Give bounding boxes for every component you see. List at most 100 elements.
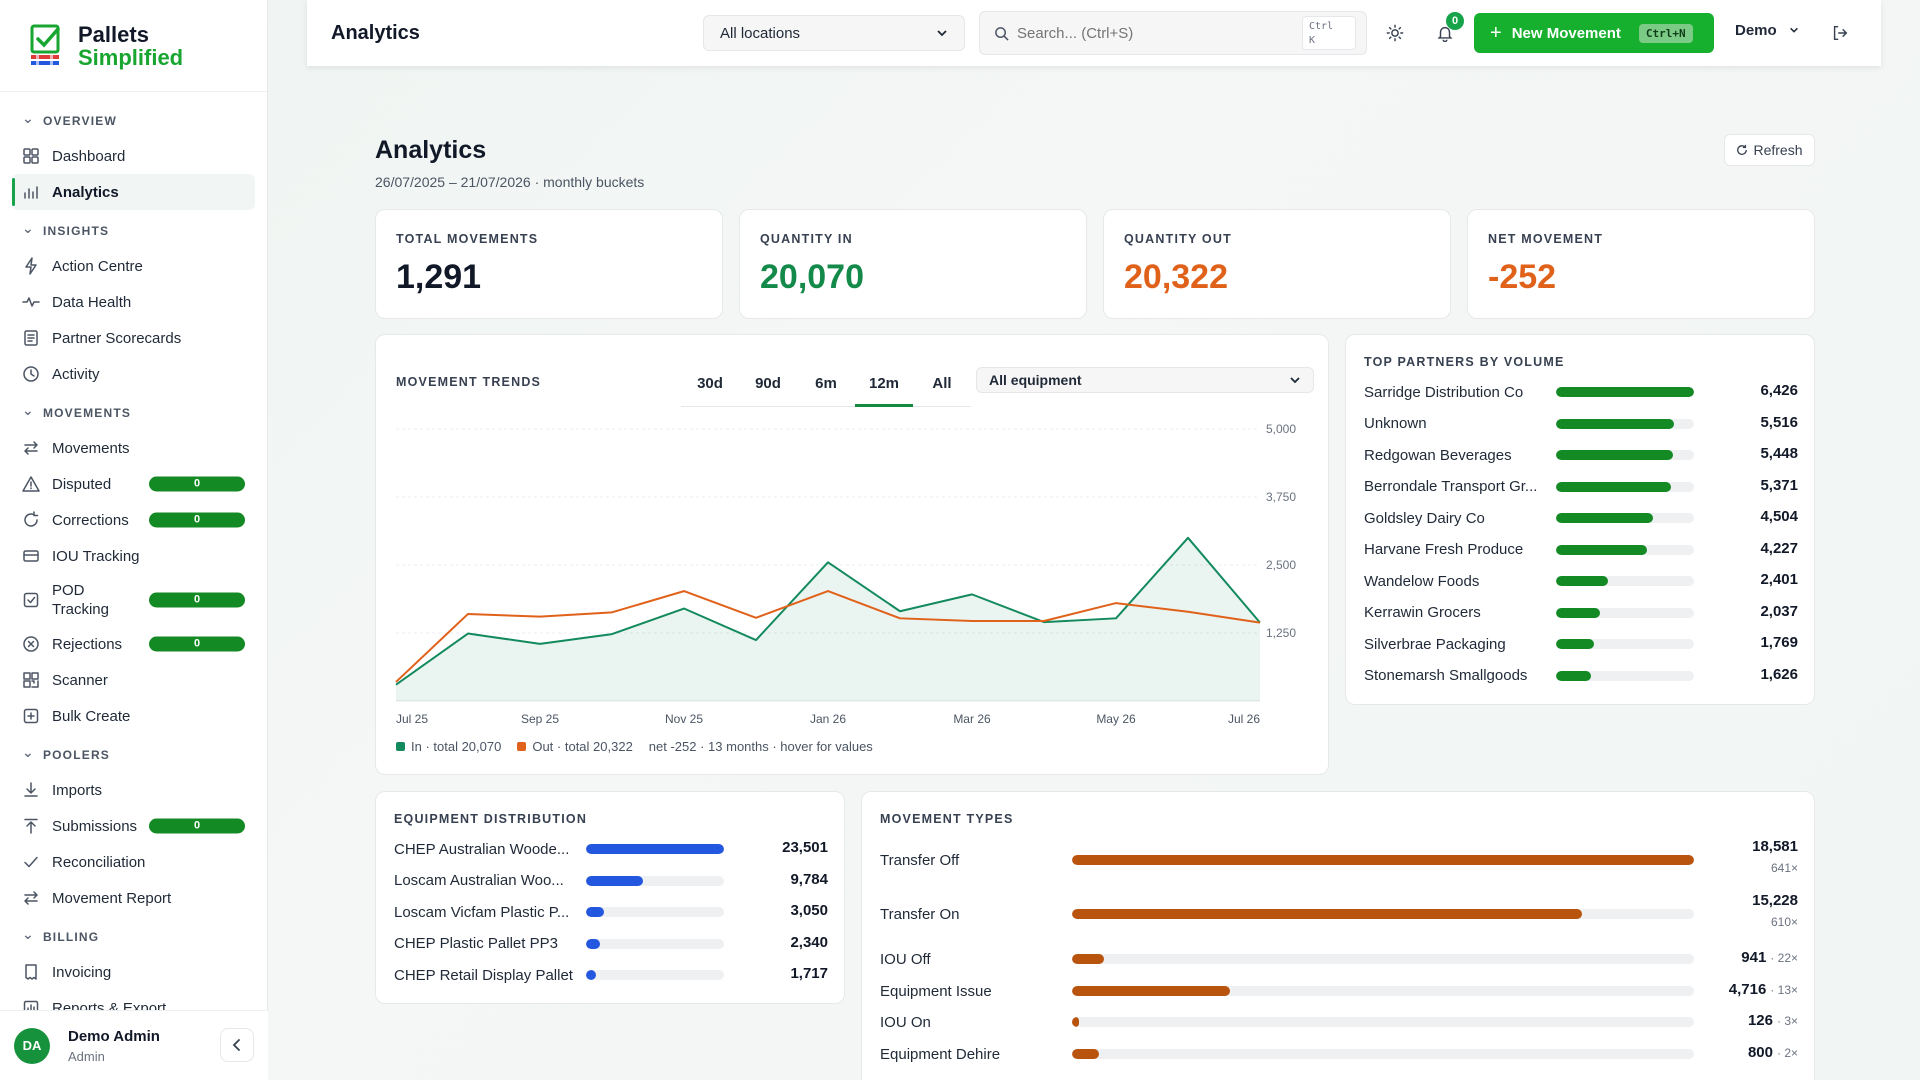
sidebar-item-imports[interactable]: Imports [12,772,255,808]
sidebar-item-reconciliation[interactable]: Reconciliation [12,844,255,880]
partner-row-value-text: 1,769 [1760,634,1798,651]
series-out-point[interactable] [825,588,831,594]
sidebar-item-corrections[interactable]: Corrections 0 [12,502,255,538]
partner-row[interactable]: Unknown 5,516 [1346,414,1816,434]
nav-section-poolers[interactable]: ⌄ POOLERS [0,738,267,772]
equipment-row[interactable]: CHEP Australian Woode... 23,501 [376,839,846,859]
movement-type-row[interactable]: IOU Off 941 · 22× [862,949,1816,969]
series-in-point[interactable] [609,631,615,637]
series-out-point[interactable] [609,609,615,615]
series-out-point[interactable] [465,611,471,617]
series-in-point[interactable] [897,608,903,614]
partner-row-value: 5,448 [1760,445,1798,462]
topbar-title: Analytics [331,21,420,44]
refresh-button[interactable]: Refresh [1724,134,1815,166]
new-movement-button[interactable]: + New Movement Ctrl+N [1474,13,1714,53]
equipment-row[interactable]: CHEP Retail Display Pallet 1,717 [376,965,846,985]
tab-12m[interactable]: 12m [855,365,913,407]
sidebar-item-disputed[interactable]: Disputed 0 [12,466,255,502]
user-profile[interactable]: DA Demo Admin Admin [0,1010,268,1080]
partner-row[interactable]: Kerrawin Grocers 2,037 [1346,603,1816,623]
partner-row[interactable]: Sarridge Distribution Co 6,426 [1346,382,1816,402]
movement-trends-chart[interactable]: 1,250 2,500 3,750 5,000 Jul 25 Sep 25 Nov 25 Ja… [376,335,1330,735]
partner-row[interactable]: Redgowan Beverages 5,448 [1346,445,1816,465]
sidebar-item-movement-report[interactable]: Movement Report [12,880,255,916]
notifications-button[interactable]: 0 [1432,12,1464,46]
legend-out[interactable]: Out · total 20,322 [517,739,633,754]
theme-toggle-button[interactable] [1382,20,1408,46]
sidebar-item-analytics[interactable]: Analytics [12,174,255,210]
equipment-row-value: 1,717 [790,965,828,982]
series-in-point[interactable] [1113,615,1119,621]
user-menu[interactable]: Demo [1735,22,1799,39]
series-in-point[interactable] [969,591,975,597]
movement-type-row[interactable]: Equipment Issue 4,716 · 13× [862,981,1816,1001]
series-out-point[interactable] [393,679,399,685]
partner-row[interactable]: Harvane Fresh Produce 4,227 [1346,540,1816,560]
sidebar-item-dashboard[interactable]: Dashboard [12,138,255,174]
partner-row-bar [1556,607,1600,618]
avatar[interactable]: DA [14,1027,50,1064]
tab-90d[interactable]: 90d [755,375,781,392]
series-in-point[interactable] [537,641,543,647]
series-in-point[interactable] [681,606,687,612]
movement-type-row[interactable]: Transfer Off 18,581 641× [862,838,1816,875]
tab-all[interactable]: All [932,375,952,392]
sidebar-item-iou-tracking[interactable]: IOU Tracking [12,538,255,574]
series-in-point[interactable] [1185,535,1191,541]
sidebar-item-data-health[interactable]: Data Health [12,284,255,320]
collapse-sidebar-button[interactable] [220,1028,254,1062]
chevron-down-icon: ⌄ [22,402,35,418]
logout-button[interactable] [1827,20,1853,46]
sidebar-item-submissions[interactable]: Submissions 0 [12,808,255,844]
sidebar-item-invoicing[interactable]: Invoicing [12,954,255,990]
partner-row[interactable]: Stonemarsh Smallgoods 1,626 [1346,666,1816,686]
series-out-line[interactable] [395,590,1261,683]
series-out-point[interactable] [753,615,759,621]
series-out-point[interactable] [681,588,687,594]
sidebar-item-bulk-create[interactable]: Bulk Create [12,698,255,734]
nav-section-movements[interactable]: ⌄ MOVEMENTS [0,396,267,430]
sidebar-item-action-centre[interactable]: Action Centre [12,248,255,284]
tab-6m[interactable]: 6m [815,375,837,392]
sidebar-item-movements[interactable]: Movements [12,430,255,466]
location-select[interactable]: All locations [703,15,965,51]
series-out-point[interactable] [969,618,975,624]
movement-type-row[interactable]: Equipment Dehire 800 · 2× [862,1044,1816,1064]
series-out-point[interactable] [897,615,903,621]
series-out-point[interactable] [537,614,543,620]
series-out-point[interactable] [1041,618,1047,624]
equipment-row[interactable]: CHEP Plastic Pallet PP3 2,340 [376,934,846,954]
sidebar-item-pod-tracking[interactable]: POD Tracking 0 [12,578,255,622]
sidebar-item-activity[interactable]: Activity [12,356,255,392]
series-in-point[interactable] [465,631,471,637]
series-in-point[interactable] [753,637,759,643]
series-out-point[interactable] [1257,620,1263,626]
search-box[interactable]: Ctrl K [979,11,1367,55]
equipment-row[interactable]: Loscam Australian Woo... 9,784 [376,871,846,891]
sidebar-item-rejections[interactable]: Rejections 0 [12,626,255,662]
tab-30d[interactable]: 30d [697,375,723,392]
series-out-point[interactable] [1113,600,1119,606]
nav-section-overview[interactable]: ⌄ OVERVIEW [0,104,267,138]
equipment-row[interactable]: Loscam Vicfam Plastic P... 3,050 [376,902,846,922]
nav-section-billing[interactable]: ⌄ BILLING [0,920,267,954]
series-in-line[interactable] [395,536,1261,686]
sidebar-item-scanner[interactable]: Scanner [12,662,255,698]
search-input[interactable] [1017,24,1287,42]
series-in-point[interactable] [825,559,831,565]
movement-type-row-track [1072,986,1694,996]
legend-in[interactable]: In · total 20,070 [396,739,501,754]
nav-section-insights[interactable]: ⌄ INSIGHTS [0,214,267,248]
partner-row[interactable]: Wandelow Foods 2,401 [1346,571,1816,591]
bar-chart-icon [22,183,40,201]
brand[interactable]: Pallets Simplified [0,0,267,92]
partner-row[interactable]: Berrondale Transport Gr... 5,371 [1346,477,1816,497]
movement-type-row[interactable]: IOU On 126 · 3× [862,1012,1816,1032]
partner-row[interactable]: Silverbrae Packaging 1,769 [1346,634,1816,654]
partner-row[interactable]: Goldsley Dairy Co 4,504 [1346,508,1816,528]
movement-type-row[interactable]: Transfer On 15,228 610× [862,892,1816,929]
equipment-filter-select[interactable]: All equipment [976,367,1314,393]
sidebar-item-partner-scorecards[interactable]: Partner Scorecards [12,320,255,356]
series-out-point[interactable] [1185,609,1191,615]
